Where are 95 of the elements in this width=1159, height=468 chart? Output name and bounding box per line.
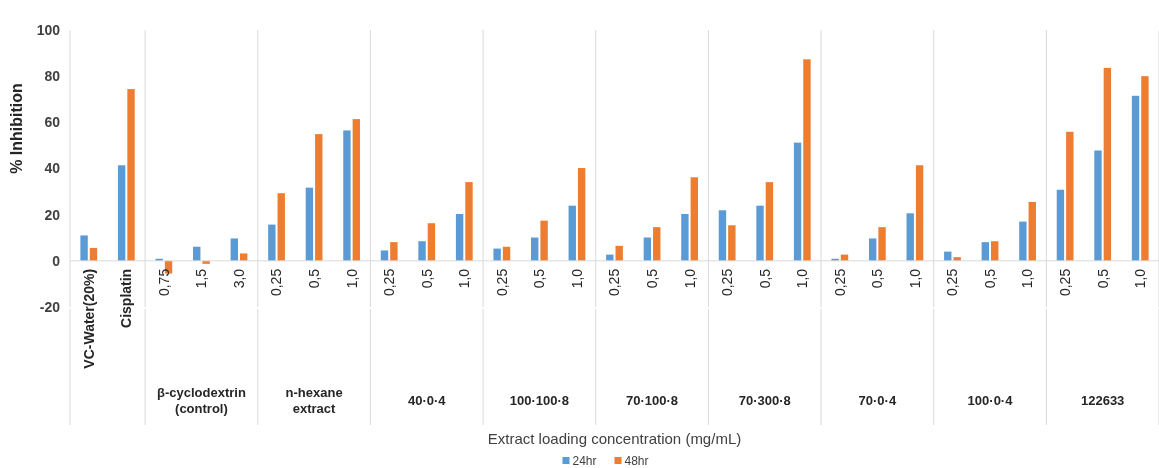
bar (728, 225, 736, 261)
bar (577, 168, 586, 261)
bar (756, 205, 764, 261)
x-tick-label: 0,5 (1094, 268, 1111, 289)
x-tick-label: 0,25 (944, 268, 961, 297)
y-tick-label: 40 (44, 160, 61, 177)
bar (427, 223, 436, 261)
x-tick-label: 1,0 (456, 268, 473, 289)
bar (80, 235, 88, 261)
x-tick-label: VC-Water(20%) (80, 268, 97, 369)
y-tick-label: -20 (39, 298, 61, 315)
bar (915, 165, 924, 261)
text: 100·0·4 (967, 393, 1014, 408)
x-tick-label: 0,5 (869, 268, 886, 289)
x-tick-label: 3,0 (230, 268, 247, 289)
bar (1028, 201, 1036, 261)
bar (793, 142, 802, 261)
bar (991, 241, 999, 261)
x-tick-label: 0,5 (756, 268, 773, 289)
text: 40·0·4 (407, 393, 447, 408)
text: 70·0·4 (858, 393, 897, 408)
bar (653, 227, 661, 261)
x-tick-label: 1,5 (193, 268, 210, 289)
bar (681, 213, 689, 261)
legend-label: 48hr (624, 454, 649, 468)
bar (493, 248, 501, 261)
x-tick-label: Cisplatin (118, 268, 135, 328)
x-tick-label: 0,25 (381, 268, 398, 297)
x-tick-label: 1,0 (343, 268, 360, 289)
text: 70·100·8 (626, 393, 679, 408)
bar (343, 130, 351, 261)
bar (690, 177, 698, 261)
bar (455, 213, 464, 261)
bar (117, 165, 126, 261)
x-tick-label: 0,25 (493, 268, 510, 297)
text: 122633 (1080, 393, 1125, 408)
x-tick-label: 0,5 (305, 268, 322, 289)
y-tick-label: 80 (44, 68, 61, 85)
bar (1141, 76, 1149, 261)
bar (1094, 150, 1102, 261)
x-tick-label: 0,5 (418, 268, 435, 289)
bar (868, 238, 877, 261)
bar (1103, 67, 1112, 261)
text: β-cyclodextrin (control) (157, 385, 246, 416)
text: n-hexane extract (285, 385, 343, 416)
bar (230, 238, 238, 261)
x-tick-label: 0,25 (606, 268, 623, 297)
text: 100·100·8 (509, 393, 570, 408)
y-tick-label: 100 (36, 21, 61, 38)
bar (878, 227, 886, 261)
y-tick-label: 20 (44, 206, 61, 223)
bar (1131, 95, 1140, 261)
bar (1056, 189, 1065, 261)
bar (127, 89, 135, 261)
bar (277, 193, 285, 261)
bar (540, 220, 548, 261)
bar (352, 119, 361, 261)
x-tick-label: 1,0 (568, 268, 585, 289)
x-tick-label: 1,0 (906, 268, 923, 289)
bar (418, 241, 426, 261)
bar (906, 213, 914, 261)
bar (1019, 221, 1027, 261)
x-tick-label: 1,0 (794, 268, 811, 289)
x-tick-label: 0,75 (155, 268, 172, 297)
x-tick-label: 1,0 (1019, 268, 1036, 289)
bar (765, 182, 774, 261)
bar (202, 260, 210, 264)
bar (465, 182, 473, 261)
bar (718, 210, 727, 261)
x-tick-label: 0,25 (1057, 268, 1074, 297)
text: 70·300·8 (738, 393, 791, 408)
bar (305, 187, 314, 261)
bar (390, 242, 398, 261)
x-tick-label: 1,0 (681, 268, 698, 289)
bar (643, 237, 652, 261)
bar (315, 134, 323, 261)
bar (268, 224, 276, 261)
x-tick-label: 0,25 (719, 268, 736, 297)
bar (380, 250, 389, 261)
x-tick-label: 0,5 (643, 268, 660, 289)
bar (568, 205, 576, 261)
bar (981, 242, 990, 261)
x-tick-label: 0,25 (268, 268, 285, 297)
bar (803, 59, 811, 261)
y-tick-label: 60 (44, 114, 61, 131)
legend-label: 24hr (572, 454, 597, 468)
x-tick-label: 1,0 (1132, 268, 1149, 289)
bar (531, 237, 539, 261)
x-tick-label: 0,25 (831, 268, 848, 297)
x-axis-title: Extract loading concentration (mg/mL) (487, 430, 742, 447)
y-axis-title: % Inhibition (8, 83, 25, 174)
y-tick-label: 0 (52, 252, 61, 269)
x-tick-label: 0,5 (981, 268, 998, 289)
x-tick-label: 0,5 (531, 268, 548, 289)
bar (1066, 131, 1074, 261)
